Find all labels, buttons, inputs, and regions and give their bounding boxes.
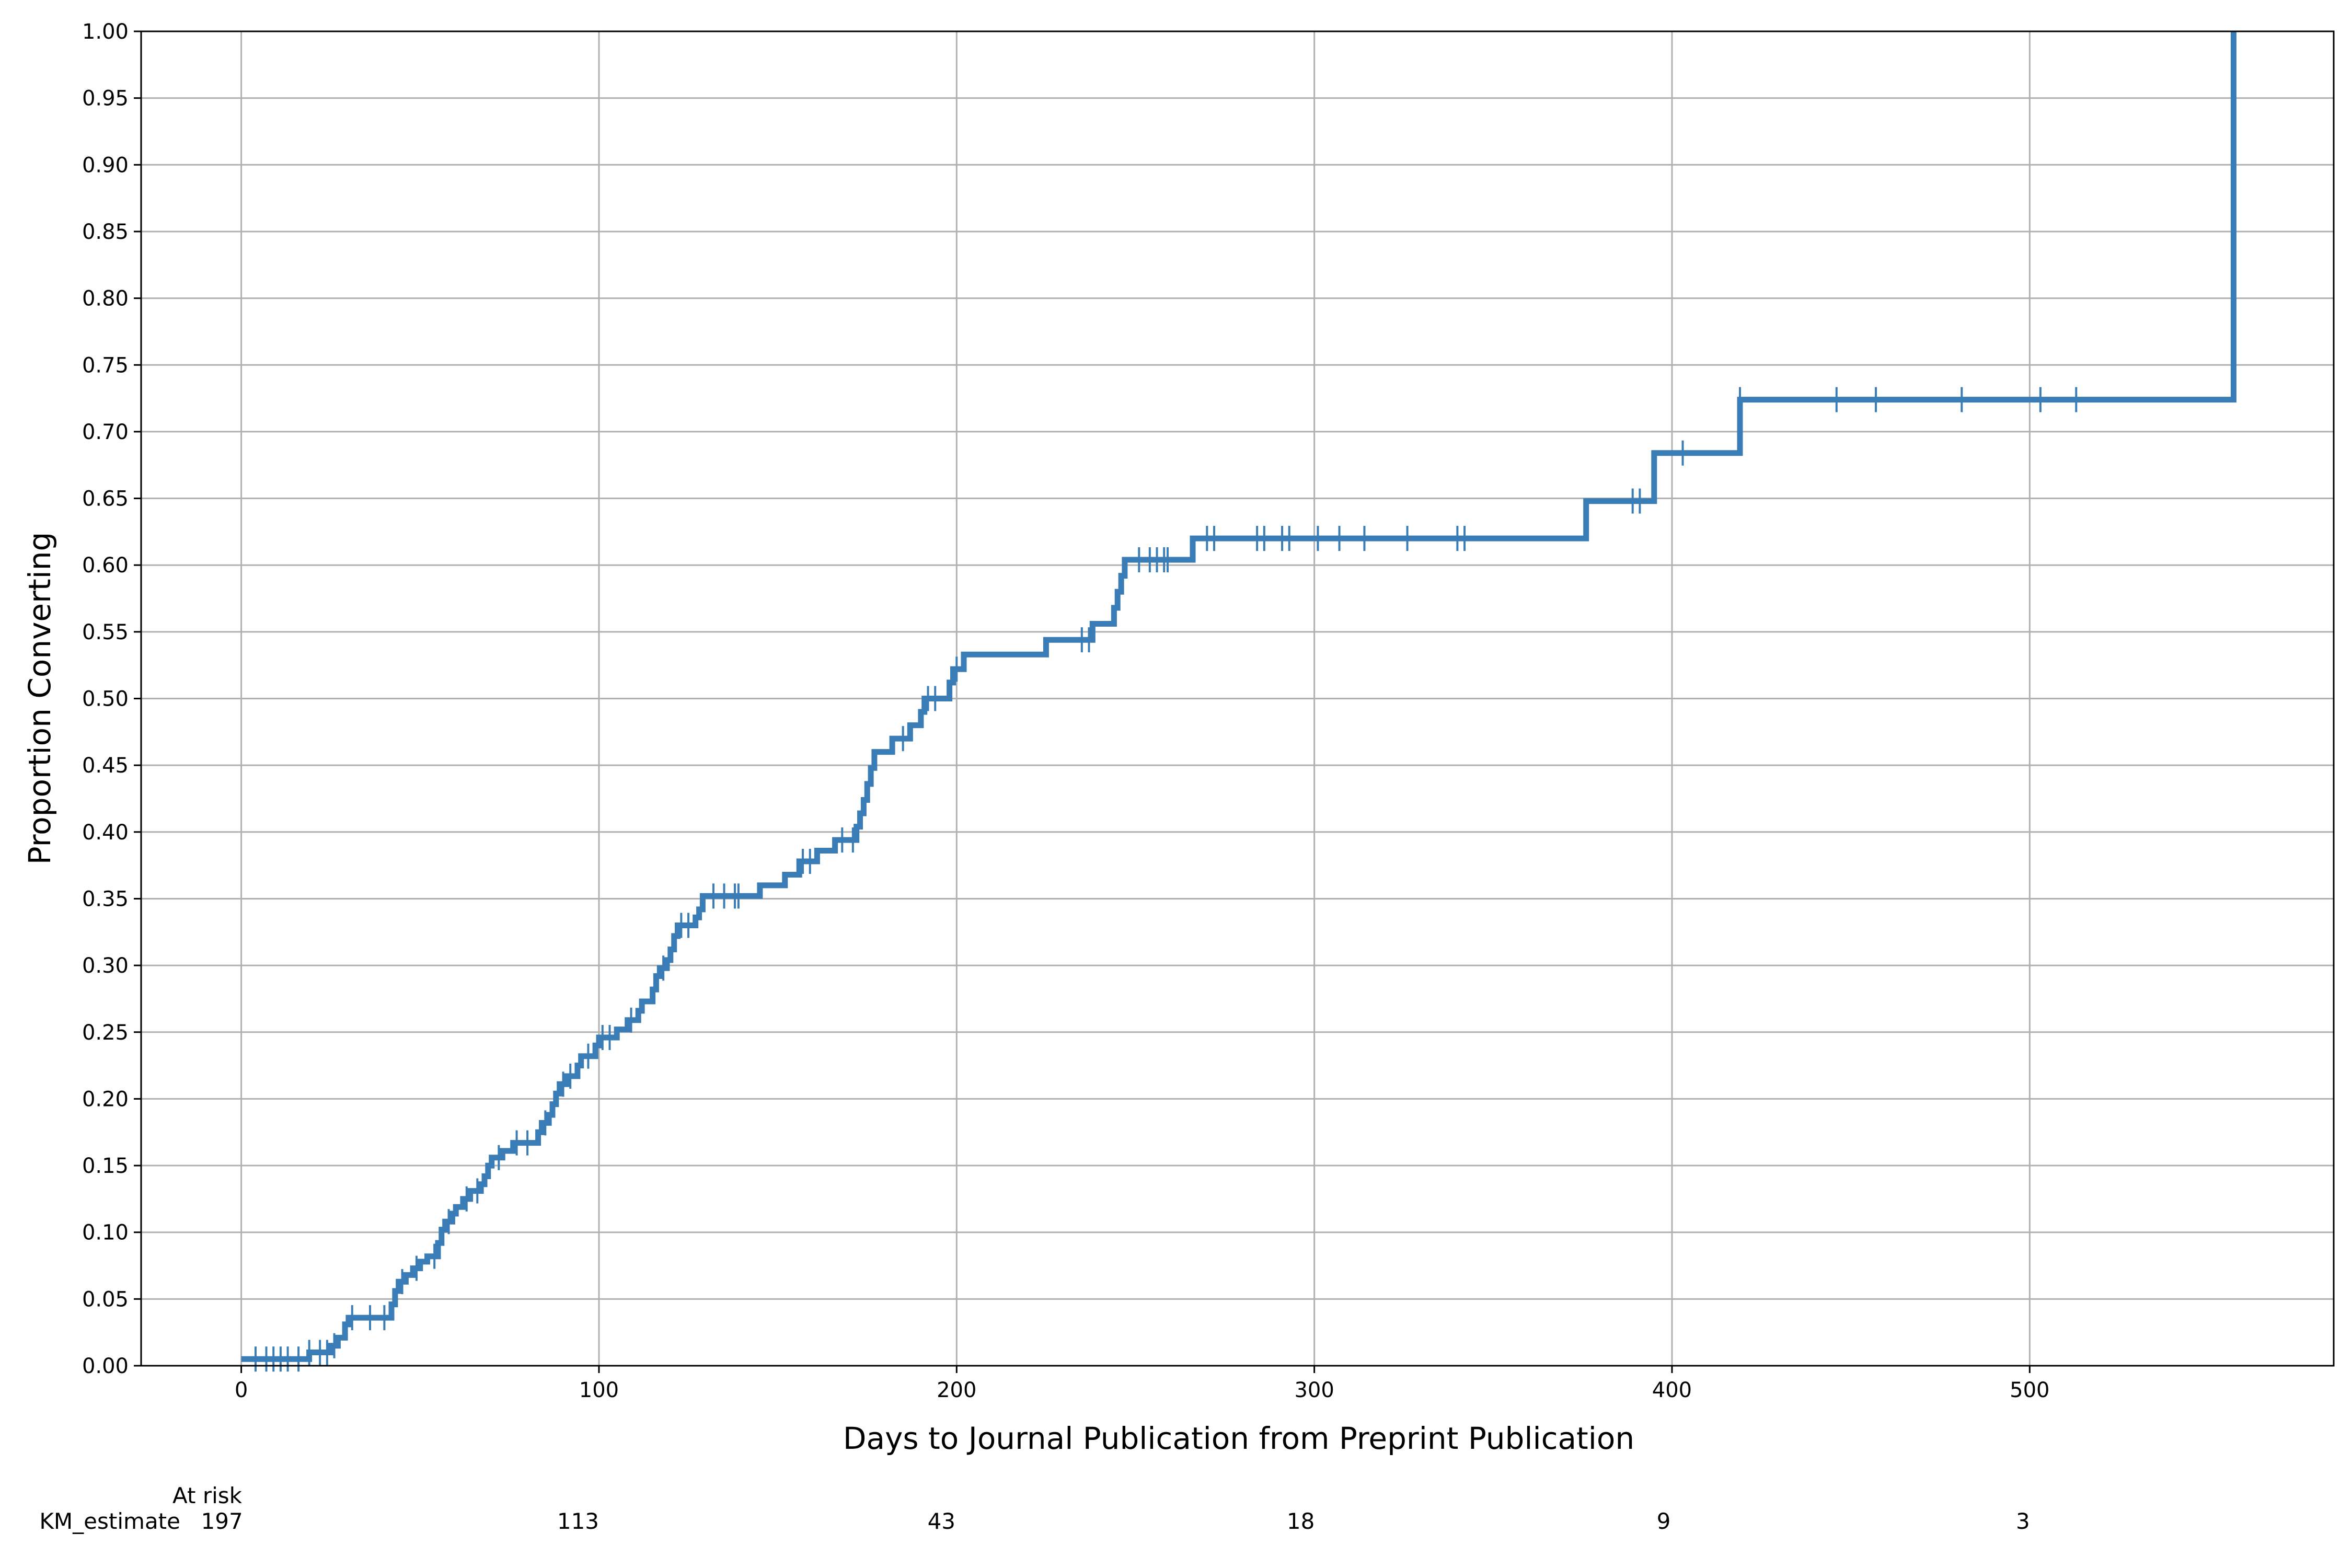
y-axis: 0.00 0.05 0.10 0.15 0.20 0.25 0.30 0.35 0.40 0.45… — [82, 20, 141, 1378]
x-tick-label: 300 — [1294, 1378, 1334, 1402]
at-risk-count: 197 — [201, 1508, 243, 1534]
km-step-line — [241, 31, 2236, 1362]
at-risk-count: 113 — [557, 1508, 599, 1534]
at-risk-count: 18 — [1287, 1508, 1315, 1534]
y-tick-label: 0.00 — [82, 1354, 129, 1378]
at-risk-count: 9 — [1657, 1508, 1671, 1534]
y-tick-label: 0.05 — [82, 1287, 129, 1311]
at-risk-row-label: KM_estimate — [39, 1508, 180, 1534]
y-tick-label: 0.25 — [82, 1021, 129, 1045]
y-tick-label: 0.95 — [82, 87, 129, 111]
y-axis-title: Proportion Converting — [22, 532, 57, 865]
y-tick-label: 0.85 — [82, 220, 129, 244]
y-tick-label: 0.45 — [82, 754, 129, 778]
y-tick-label: 0.20 — [82, 1087, 129, 1111]
y-tick-label: 0.80 — [82, 287, 129, 311]
y-tick-label: 0.50 — [82, 687, 129, 711]
y-tick-label: 0.40 — [82, 821, 129, 845]
x-tick-label: 500 — [2010, 1378, 2049, 1402]
at-risk-count: 3 — [2016, 1508, 2030, 1534]
y-tick-label: 1.00 — [82, 20, 129, 44]
km-series — [241, 31, 2236, 1372]
x-axis-title: Days to Journal Publication from Preprin… — [843, 1421, 1634, 1456]
y-tick-label: 0.70 — [82, 420, 129, 444]
y-tick-label: 0.55 — [82, 620, 129, 644]
x-tick-label: 100 — [579, 1378, 619, 1402]
x-tick-label: 0 — [235, 1378, 248, 1402]
at-risk-count: 43 — [928, 1508, 955, 1534]
y-tick-label: 0.65 — [82, 487, 129, 511]
x-axis: 0 100 200 300 400 500 — [235, 1366, 2049, 1402]
y-tick-label: 0.35 — [82, 887, 129, 911]
x-tick-label: 400 — [1652, 1378, 1692, 1402]
y-tick-label: 0.90 — [82, 153, 129, 177]
y-tick-label: 0.75 — [82, 353, 129, 377]
at-risk-table: At risk KM_estimate 197 113 43 18 9 3 — [39, 1483, 2030, 1534]
y-tick-label: 0.15 — [82, 1154, 129, 1178]
y-tick-label: 0.60 — [82, 554, 129, 578]
y-tick-label: 0.30 — [82, 954, 129, 978]
at-risk-header: At risk — [172, 1483, 243, 1508]
y-tick-label: 0.10 — [82, 1221, 129, 1245]
x-tick-label: 200 — [937, 1378, 976, 1402]
grid — [141, 30, 2334, 1367]
